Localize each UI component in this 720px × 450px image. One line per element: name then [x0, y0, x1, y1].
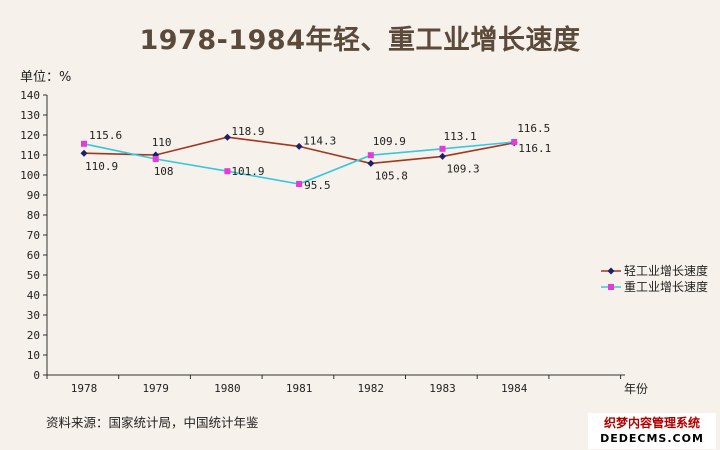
data-label-heavy: 115.6	[89, 129, 122, 142]
y-tick-label: 10	[27, 349, 40, 362]
y-tick-label: 110	[20, 149, 40, 162]
data-point-heavy	[152, 156, 159, 162]
y-tick-label: 60	[27, 249, 40, 262]
x-tick-label: 1984	[501, 382, 528, 395]
data-label-heavy: 109.9	[373, 135, 406, 148]
y-tick-label: 40	[27, 289, 40, 302]
legend-marker-1	[607, 267, 615, 275]
data-point-heavy	[367, 152, 374, 159]
chart-title: 1978-1984年轻、重工业增长速度	[139, 25, 581, 56]
legend-label-2: 重工业增长速度	[624, 279, 708, 294]
y-tick-label: 100	[20, 169, 40, 182]
data-point-heavy	[296, 181, 303, 187]
legend-label-1: 轻工业增长速度	[624, 263, 708, 278]
watermark-line-1: 织梦内容管理系统	[603, 416, 700, 430]
data-label-heavy: 113.1	[444, 130, 477, 143]
y-tick-label: 70	[27, 229, 40, 242]
data-point-heavy	[439, 145, 446, 152]
watermark-line-2: DEDECMS.COM	[600, 432, 704, 445]
y-axis-unit-label: 单位：%	[20, 70, 72, 85]
data-label-heavy: 116.5	[517, 122, 550, 135]
data-label-heavy: 108	[154, 165, 174, 178]
data-label-light: 105.8	[375, 169, 408, 182]
data-label-light: 116.1	[518, 142, 551, 155]
y-tick-label: 90	[27, 189, 40, 202]
y-tick-label: 0	[33, 369, 40, 382]
y-tick-label: 130	[20, 109, 40, 122]
data-label-light: 110.9	[85, 160, 118, 173]
data-point-light	[223, 133, 231, 141]
data-label-heavy: 95.5	[304, 179, 331, 192]
data-label-light: 118.9	[231, 125, 264, 138]
data-point-heavy	[224, 168, 231, 175]
data-label-heavy: 101.9	[231, 165, 264, 178]
y-tick-label: 140	[20, 89, 40, 102]
x-axis-title: 年份	[624, 382, 648, 396]
data-point-light	[439, 152, 446, 160]
data-label-light: 114.3	[303, 134, 336, 147]
x-tick-label: 1978	[71, 382, 98, 395]
x-tick-label: 1980	[214, 382, 241, 395]
x-tick-label: 1981	[286, 382, 313, 395]
data-label-light: 109.3	[447, 162, 480, 175]
x-tick-label: 1983	[429, 382, 456, 395]
y-tick-label: 20	[27, 329, 40, 342]
data-point-heavy	[511, 139, 518, 145]
y-tick-label: 30	[27, 309, 40, 322]
data-point-light	[367, 159, 375, 167]
data-point-heavy	[81, 140, 87, 147]
legend-marker-2	[608, 284, 614, 290]
data-source-note: 资料来源：国家统计局，中国统计年鉴	[46, 415, 259, 430]
x-tick-label: 1979	[142, 382, 169, 395]
watermark-badge: 织梦内容管理系统 DEDECMS.COM	[588, 413, 716, 449]
y-tick-label: 50	[27, 269, 40, 282]
data-label-light: 110	[152, 136, 172, 149]
y-tick-label: 120	[20, 129, 40, 142]
data-point-light	[80, 149, 88, 157]
data-point-light	[295, 142, 303, 150]
y-tick-label: 80	[27, 209, 40, 222]
x-tick-label: 1982	[358, 382, 385, 395]
